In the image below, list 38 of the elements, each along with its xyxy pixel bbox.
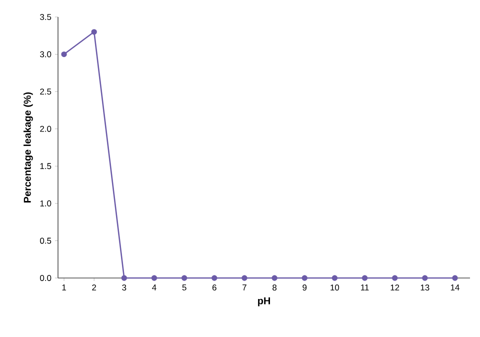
x-tick-label: 4 xyxy=(152,284,156,290)
y-tick-label: 0.5 xyxy=(40,238,52,244)
point xyxy=(272,275,278,281)
y-tick-label: 1.0 xyxy=(40,200,52,206)
x-tick-label: 2 xyxy=(92,284,96,290)
x-tick-label: 14 xyxy=(450,284,460,290)
y-axis-title: Percentage leakage (%) xyxy=(24,92,33,202)
x-tick-label: 12 xyxy=(390,284,400,290)
y-tick-label: 1.5 xyxy=(40,163,52,170)
y-tick-label: 3.5 xyxy=(40,14,52,20)
x-tick-label: 10 xyxy=(330,284,340,291)
x-tick-label: 5 xyxy=(182,284,186,290)
point xyxy=(332,275,338,281)
point xyxy=(362,275,368,281)
point xyxy=(151,275,158,281)
y-tick-label: 2.5 xyxy=(40,88,52,95)
point xyxy=(422,275,428,281)
x-tick-label: 7 xyxy=(242,284,246,290)
x-tick-label: 6 xyxy=(212,284,216,291)
point xyxy=(212,275,218,281)
point xyxy=(452,275,458,281)
point xyxy=(242,275,248,281)
point xyxy=(61,51,67,58)
point xyxy=(121,275,128,281)
point xyxy=(91,29,97,35)
x-tick-label: 1 xyxy=(62,284,66,290)
x-tick-label: 8 xyxy=(272,284,277,291)
point xyxy=(181,275,188,281)
point xyxy=(392,275,398,281)
x-tick-label: 11 xyxy=(361,284,369,290)
x-axis-title: pH xyxy=(258,297,270,306)
y-tick-label: 2.0 xyxy=(40,126,52,132)
y-tick-label: 3.0 xyxy=(40,51,52,58)
x-tick-label: 9 xyxy=(302,284,307,291)
y-tick-label: 0.0 xyxy=(40,275,52,281)
x-tick-label: 3 xyxy=(122,284,126,291)
x-tick-label: 13 xyxy=(420,284,430,291)
point xyxy=(302,275,308,281)
